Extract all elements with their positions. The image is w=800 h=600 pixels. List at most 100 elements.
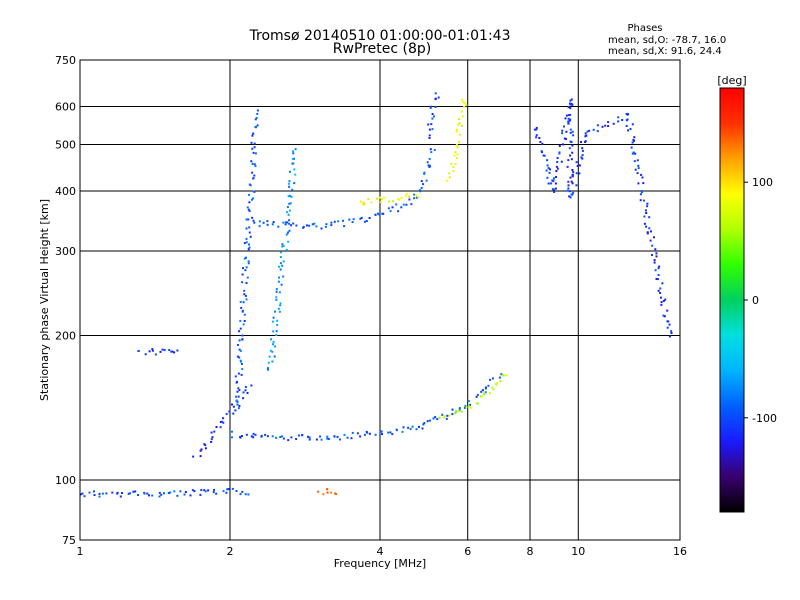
echo-point bbox=[326, 488, 329, 491]
echo-point bbox=[279, 268, 282, 271]
echo-point bbox=[235, 395, 238, 398]
trace-scatter-sparse bbox=[533, 98, 673, 338]
echo-point bbox=[243, 293, 246, 296]
echo-point bbox=[405, 194, 408, 197]
echo-point bbox=[292, 222, 295, 225]
echo-point bbox=[501, 373, 504, 376]
echo-point bbox=[458, 122, 461, 125]
echo-point bbox=[83, 495, 86, 498]
echo-point bbox=[294, 148, 297, 151]
echo-point bbox=[575, 184, 578, 187]
echo-point bbox=[572, 171, 575, 173]
echo-point bbox=[238, 330, 241, 333]
echo-point bbox=[146, 492, 149, 495]
echo-point bbox=[413, 193, 416, 196]
echo-point bbox=[363, 202, 366, 205]
echo-point bbox=[237, 387, 240, 390]
echo-point bbox=[566, 189, 569, 192]
echo-point bbox=[245, 237, 248, 240]
echo-point bbox=[251, 171, 254, 174]
echo-point bbox=[280, 283, 283, 286]
echo-point bbox=[267, 368, 270, 371]
trace-branch-low bbox=[192, 384, 253, 458]
echo-point bbox=[461, 98, 464, 101]
echo-point bbox=[151, 494, 154, 497]
echo-point bbox=[569, 99, 572, 102]
echo-point bbox=[425, 179, 428, 182]
echo-point bbox=[288, 194, 291, 197]
echo-point bbox=[431, 117, 434, 120]
echo-point bbox=[237, 407, 240, 410]
echo-point bbox=[268, 355, 271, 358]
echo-point bbox=[634, 168, 637, 171]
echo-point bbox=[563, 125, 565, 128]
echo-point bbox=[365, 220, 368, 222]
echo-point bbox=[204, 490, 207, 493]
echo-point bbox=[288, 185, 291, 188]
echo-point bbox=[254, 165, 257, 168]
echo-point bbox=[242, 301, 245, 304]
echo-point bbox=[253, 174, 256, 177]
echo-point bbox=[251, 147, 254, 150]
echo-point bbox=[245, 227, 248, 230]
echo-point bbox=[239, 349, 242, 352]
echo-point bbox=[256, 109, 259, 112]
echo-point bbox=[237, 372, 240, 375]
echo-point bbox=[580, 141, 582, 143]
echo-point bbox=[241, 310, 244, 313]
echo-point bbox=[248, 243, 250, 246]
echo-point bbox=[302, 225, 305, 228]
echo-point bbox=[266, 220, 269, 223]
echo-point bbox=[352, 218, 355, 221]
echo-point bbox=[275, 290, 278, 293]
echo-point bbox=[148, 350, 151, 353]
y-tick-label: 75 bbox=[62, 534, 76, 547]
echo-point bbox=[238, 339, 241, 342]
echo-point bbox=[644, 209, 647, 212]
echo-point bbox=[250, 384, 253, 387]
echo-point bbox=[438, 416, 441, 419]
echo-point bbox=[568, 119, 571, 122]
x-axis-label: Frequency [MHz] bbox=[334, 557, 426, 570]
echo-point bbox=[463, 106, 466, 108]
echo-point bbox=[247, 260, 250, 263]
echo-point bbox=[661, 282, 664, 285]
echo-point bbox=[288, 222, 291, 225]
echo-point bbox=[558, 151, 561, 154]
echo-point bbox=[292, 152, 295, 155]
echo-point bbox=[572, 134, 575, 137]
echo-point bbox=[636, 172, 639, 175]
echo-point bbox=[258, 220, 261, 223]
echo-point bbox=[558, 145, 561, 147]
echo-point bbox=[326, 437, 329, 440]
echo-point bbox=[400, 196, 403, 199]
echo-point bbox=[431, 113, 434, 115]
echo-point bbox=[441, 413, 444, 416]
echo-point bbox=[387, 207, 390, 210]
echo-point bbox=[655, 255, 658, 258]
echo-point bbox=[200, 489, 203, 492]
echo-point bbox=[662, 299, 665, 302]
echo-point bbox=[567, 184, 570, 187]
echo-point bbox=[546, 164, 549, 167]
echo-point bbox=[548, 171, 551, 174]
echo-point bbox=[660, 296, 662, 299]
echo-point bbox=[243, 320, 246, 322]
echo-point bbox=[580, 156, 583, 159]
echo-point bbox=[173, 351, 176, 354]
echo-point bbox=[329, 491, 332, 494]
echo-point bbox=[670, 332, 673, 334]
echo-point bbox=[456, 153, 459, 156]
echo-point bbox=[286, 206, 289, 208]
echo-point bbox=[402, 426, 405, 429]
echo-point bbox=[654, 269, 657, 272]
echo-point bbox=[286, 221, 289, 224]
echo-point bbox=[571, 151, 574, 154]
echo-point bbox=[556, 161, 559, 163]
echo-point bbox=[253, 221, 256, 224]
echo-point bbox=[359, 217, 362, 220]
echo-point bbox=[158, 495, 161, 498]
echo-point bbox=[359, 435, 362, 438]
echo-point bbox=[221, 420, 223, 423]
echo-point bbox=[437, 96, 440, 99]
